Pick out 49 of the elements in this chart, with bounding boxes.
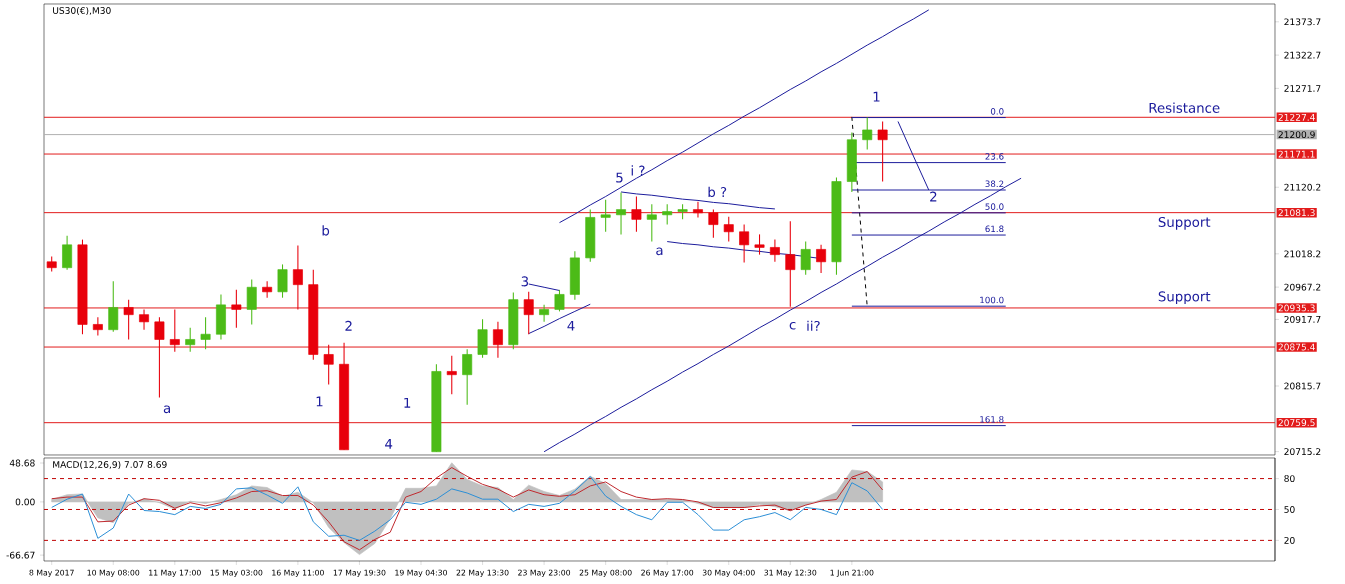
series-label: 100.0 bbox=[980, 296, 1004, 304]
y-tick-label: 21271.7 bbox=[1284, 85, 1321, 92]
y-tick-label: 21322.7 bbox=[1284, 51, 1321, 59]
annotation: ii? bbox=[807, 320, 820, 331]
y2-tick-label: 80 bbox=[1284, 475, 1295, 483]
annotation: b ? bbox=[708, 186, 727, 198]
y-tick-label: 21373.7 bbox=[1284, 18, 1321, 26]
annotation: a bbox=[656, 247, 663, 256]
series-label: 61.8 bbox=[985, 225, 1004, 233]
ref-line-label: 20759.5 bbox=[1278, 419, 1315, 427]
series-label: 38.2 bbox=[985, 180, 1004, 188]
annotation: 1 bbox=[873, 91, 880, 102]
ref-line-label: 20875.4 bbox=[1278, 343, 1315, 351]
y2-tick-label: 50 bbox=[1284, 506, 1295, 513]
annotation: Resistance bbox=[1149, 102, 1220, 113]
ref-line-label: 21171.1 bbox=[1278, 150, 1315, 158]
annotation: Support bbox=[1158, 216, 1211, 230]
y-tick-label: 21018.2 bbox=[1284, 250, 1321, 258]
ref-line-label: 21081.3 bbox=[1278, 209, 1315, 217]
ref-line-label: 20935.3 bbox=[1278, 304, 1315, 312]
chart-title: US30(€),M30 bbox=[53, 6, 111, 15]
series-label: 50.0 bbox=[985, 203, 1004, 210]
annotation: 1 bbox=[404, 397, 411, 408]
annotation: 2 bbox=[345, 320, 352, 331]
annotation: 4 bbox=[385, 439, 393, 449]
ref-line-label: 21227.4 bbox=[1278, 113, 1315, 121]
ref-line-label: 21200.9 bbox=[1278, 131, 1315, 139]
series-label: 161.8 bbox=[980, 416, 1004, 423]
annotation: b bbox=[322, 225, 330, 236]
y-tick-label: 20815.7 bbox=[1284, 382, 1321, 390]
annotation: 3 bbox=[521, 276, 529, 287]
annotation: 5 bbox=[616, 172, 623, 183]
y-tick-label: 48.68 bbox=[9, 459, 35, 467]
y-tick-label: 20967.2 bbox=[1284, 283, 1321, 291]
annotation: Support bbox=[1158, 291, 1211, 305]
y-tick-label: 20917.7 bbox=[1284, 315, 1321, 323]
series-label: 0.0 bbox=[990, 108, 1004, 115]
y-tick-label: 20715.2 bbox=[1284, 448, 1321, 456]
y-tick-label: 0.00 bbox=[15, 498, 35, 506]
series-label: 23.6 bbox=[985, 153, 1004, 160]
y-tick-label: -66.67 bbox=[6, 551, 35, 559]
annotation: i ? bbox=[631, 165, 645, 176]
annotation: c bbox=[789, 321, 796, 330]
y2-tick-label: 20 bbox=[1284, 536, 1295, 544]
annotation: 1 bbox=[316, 396, 323, 407]
y-tick-label: 21120.2 bbox=[1284, 183, 1321, 191]
annotation: 4 bbox=[567, 320, 575, 331]
annotation: 2 bbox=[930, 191, 937, 202]
annotation: a bbox=[163, 405, 170, 414]
